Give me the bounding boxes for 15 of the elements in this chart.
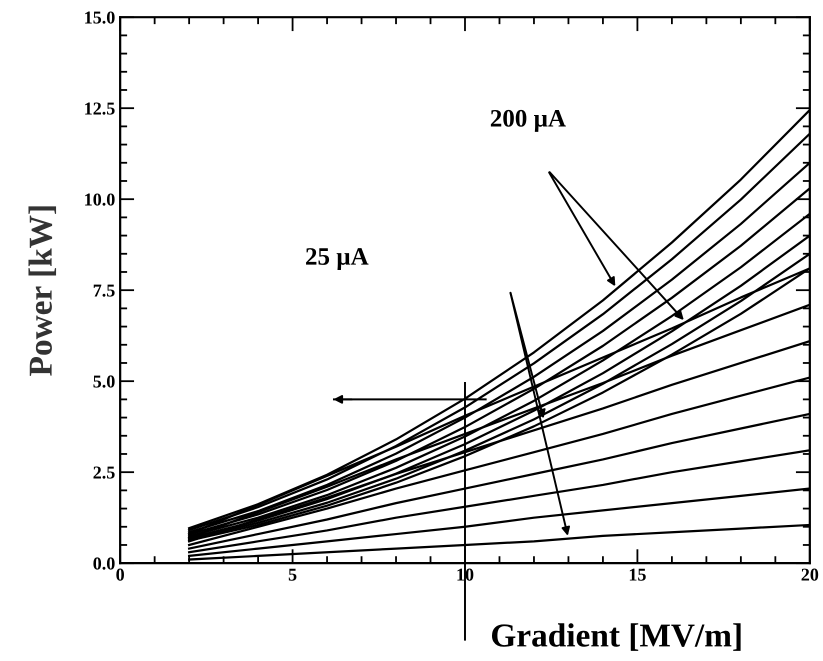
- x-tick-label: 0: [116, 568, 124, 581]
- annotation: 200 µA: [490, 110, 566, 132]
- y-tick-label: 7.5: [94, 284, 115, 297]
- x-tick-label: 5: [288, 568, 296, 581]
- x-tick-label: 15: [630, 568, 646, 581]
- y-tick-label: 2.5: [93, 466, 115, 479]
- y-axis-title: Power [kW]: [28, 206, 56, 376]
- annotation: 25 µA: [306, 248, 369, 270]
- x-tick-label: 20: [802, 568, 818, 581]
- y-tick-label: 10.0: [85, 193, 115, 206]
- y-tick-label: 0.0: [93, 557, 115, 570]
- y-tick-label: 12.5: [85, 102, 115, 115]
- x-axis-title: Gradient [MV/m]: [492, 623, 741, 651]
- y-tick-label: 5.0: [93, 375, 115, 388]
- y-tick-label: 15.0: [85, 11, 115, 24]
